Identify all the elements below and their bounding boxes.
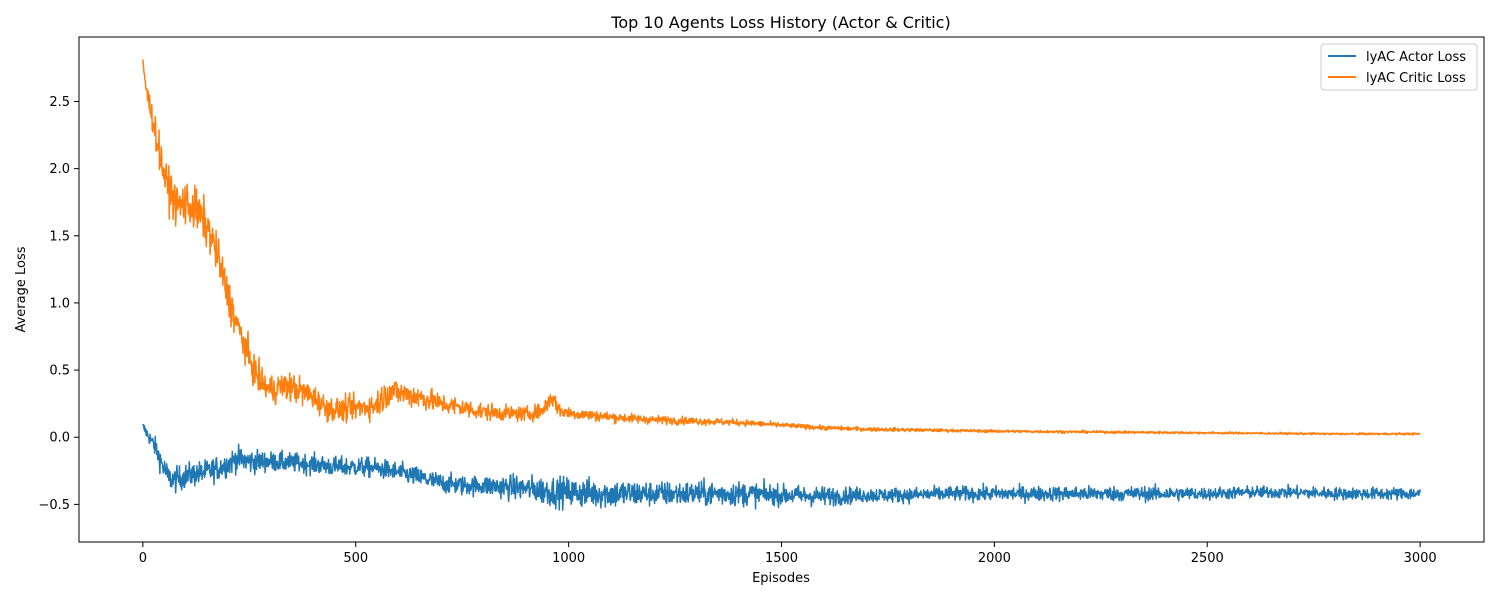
series-line-actor	[142, 423, 1421, 511]
y-tick-label: 1.0	[49, 296, 70, 311]
y-tick-label: 0.5	[49, 364, 70, 379]
x-tick-label: 0	[139, 551, 147, 566]
chart-title: Top 10 Agents Loss History (Actor & Crit…	[610, 13, 950, 32]
y-tick-label: 2.0	[49, 162, 70, 177]
x-tick-label: 2500	[1191, 551, 1224, 566]
y-axis-label: Average Loss	[14, 246, 29, 332]
x-tick-label: 3000	[1404, 551, 1437, 566]
series-line-critic	[142, 59, 1421, 436]
x-axis-ticks: 0 500 1000 1500 2000 2500 3000	[139, 542, 1437, 566]
x-tick-label: 500	[343, 551, 368, 566]
y-tick-label: 1.5	[49, 229, 70, 244]
y-axis-ticks: −0.5 0.0 0.5 1.0 1.5 2.0 2.5	[38, 95, 79, 513]
x-axis-label: Episodes	[752, 571, 810, 586]
x-tick-label: 1500	[765, 551, 798, 566]
x-tick-label: 1000	[552, 551, 585, 566]
legend: lyAC Actor Loss lyAC Critic Loss	[1320, 43, 1478, 91]
series-group	[142, 59, 1421, 511]
x-tick-label: 2000	[978, 551, 1011, 566]
y-tick-label: −0.5	[38, 498, 70, 513]
legend-label-actor: lyAC Actor Loss	[1366, 50, 1466, 65]
y-tick-label: 0.0	[49, 431, 70, 446]
legend-box	[1320, 43, 1478, 91]
y-tick-label: 2.5	[49, 95, 70, 110]
legend-label-critic: lyAC Critic Loss	[1366, 71, 1466, 86]
